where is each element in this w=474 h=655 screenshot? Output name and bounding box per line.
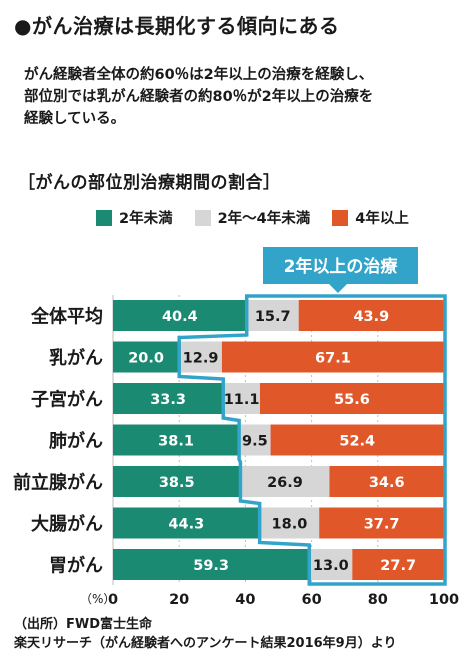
data-label: 15.7 [255, 309, 291, 325]
bar-segment [113, 424, 240, 456]
two-years-plus-outline [177, 294, 447, 586]
callout-box [263, 247, 418, 293]
category-label: 全体平均 [30, 306, 103, 328]
legend-label-over4: 4年以上 [355, 211, 409, 227]
legend-item-2to4: 2年～4年未満 [194, 207, 311, 228]
bar-segment [113, 300, 247, 331]
bar-segment [221, 341, 444, 373]
bar-segment [309, 549, 353, 580]
bar-segment [113, 466, 241, 497]
x-tick-label: 100 [429, 592, 459, 608]
legend-label-under2: 2年未満 [119, 211, 173, 227]
data-label: 55.6 [334, 392, 370, 408]
data-label: 44.3 [168, 517, 204, 533]
data-label: 40.4 [162, 309, 198, 325]
bar-segment [113, 341, 180, 373]
page-heading: ●がん治療は長期化する傾向にある [14, 14, 340, 38]
category-label: 肺がん [49, 430, 103, 452]
bar-segment [298, 300, 444, 331]
source-line-2: 楽天リサーチ（がん経験者へのアンケート結果2016年9月）より [14, 636, 397, 651]
data-label: 52.4 [339, 434, 375, 450]
bar-segment [319, 507, 444, 539]
data-label: 34.6 [369, 475, 405, 491]
data-label: 9.5 [242, 434, 268, 450]
x-unit-label: （%） [80, 592, 115, 606]
category-label: 乳がん [49, 347, 103, 369]
data-label: 67.1 [315, 351, 351, 367]
x-tick-label: 60 [302, 592, 322, 608]
category-label: 前立腺がん [13, 472, 103, 494]
data-label: 12.9 [183, 351, 219, 367]
bar-segment [329, 466, 444, 497]
x-tick-label: 80 [368, 592, 388, 608]
lead-line-1: がん経験者全体の約60％は2年以上の治療を経験し、 [24, 67, 374, 83]
chart-legend: 2年未満 2年～4年未満 4年以上 [96, 207, 431, 228]
bar-segment [239, 424, 271, 456]
category-label: 胃がん [49, 555, 103, 577]
bar-segment [259, 383, 444, 414]
bar-segment [270, 424, 444, 456]
lead-line-2: 部位別では乳がん経験者の約80％が2年以上の治療を [24, 89, 374, 105]
chart-title: ［がんの部位別治療期間の割合］ [18, 173, 281, 193]
data-label: 37.7 [364, 517, 400, 533]
bar-segment [113, 549, 310, 580]
x-tick-label: 0 [108, 592, 118, 608]
data-label: 38.1 [158, 434, 194, 450]
legend-item-under2: 2年未満 [96, 207, 173, 228]
data-label: 59.3 [193, 558, 229, 574]
category-label: 子宮がん [31, 389, 103, 411]
lead-line-3: 経験している。 [24, 111, 126, 127]
data-label: 11.1 [224, 392, 260, 408]
lead-text: がん経験者全体の約60％は2年以上の治療を経験し、 部位別では乳がん経験者の約8… [24, 64, 464, 130]
legend-swatch-2to4 [194, 209, 211, 226]
bar-segment [352, 549, 444, 580]
data-label: 13.0 [313, 558, 349, 574]
callout-label: 2年以上の治療 [284, 256, 399, 277]
bar-segment [246, 300, 299, 331]
legend-swatch-over4 [332, 209, 349, 226]
x-tick-label: 40 [235, 592, 255, 608]
bar-segment [113, 507, 260, 539]
data-label: 27.7 [380, 558, 416, 574]
bar-segment [240, 466, 330, 497]
legend-label-2to4: 2年～4年未満 [217, 211, 311, 227]
data-label: 26.9 [267, 475, 303, 491]
bar-segment [113, 383, 224, 414]
category-label: 大腸がん [31, 513, 103, 535]
data-label: 38.5 [159, 475, 195, 491]
legend-swatch-under2 [96, 209, 112, 226]
source-note: （出所）FWD富士生命 楽天リサーチ（がん経験者へのアンケート結果2016年9月… [14, 615, 396, 653]
data-label: 18.0 [272, 517, 308, 533]
bar-segment [179, 341, 222, 373]
data-label: 33.3 [150, 392, 186, 408]
bar-segment [259, 507, 320, 539]
source-line-1: （出所）FWD富士生命 [14, 617, 153, 632]
x-tick-label: 20 [169, 592, 189, 608]
data-label: 43.9 [353, 309, 389, 325]
legend-item-over4: 4年以上 [332, 207, 409, 228]
bar-segment [223, 383, 260, 414]
data-label: 20.0 [128, 351, 164, 367]
